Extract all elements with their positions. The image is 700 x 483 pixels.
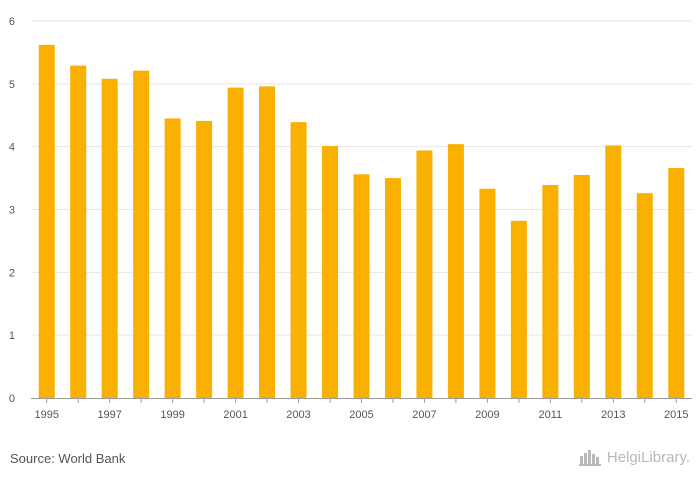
y-tick-label: 0 — [9, 393, 15, 405]
bar-2008 — [447, 144, 464, 398]
bar-2013 — [605, 145, 622, 398]
x-tick-label: 2011 — [539, 409, 563, 421]
x-tick-label: 2009 — [475, 409, 499, 421]
y-tick-label: 1 — [9, 330, 15, 342]
bar-1995 — [38, 44, 55, 398]
x-tick-label: 2003 — [286, 409, 310, 421]
y-axis-ticks: 0 1 2 3 4 5 6 — [9, 16, 15, 405]
source-note: Source: World Bank — [10, 451, 126, 466]
bar-2000 — [196, 120, 213, 398]
y-tick-label: 4 — [9, 142, 15, 154]
bar-2011 — [542, 184, 559, 398]
x-tick-label: 1997 — [97, 409, 121, 421]
x-tick-label: 2005 — [349, 409, 373, 421]
x-tick-label: 2013 — [601, 409, 625, 421]
bar-1999 — [164, 118, 181, 399]
bar-1997 — [101, 78, 118, 398]
x-tick-label: 1995 — [34, 409, 58, 421]
brand-logo[interactable]: HelgiLibrary. — [578, 448, 690, 466]
bar-2015 — [668, 168, 685, 398]
y-tick-label: 2 — [9, 267, 15, 279]
bar-2012 — [573, 174, 590, 398]
x-tick-label: 1999 — [160, 409, 184, 421]
x-tick-label: 2001 — [223, 409, 247, 421]
chart-bars — [38, 44, 685, 399]
bar-2003 — [290, 122, 307, 398]
bar-2005 — [353, 174, 370, 398]
bar-2010 — [510, 220, 527, 398]
bar-2004 — [322, 146, 339, 398]
bar-2007 — [416, 150, 433, 398]
bar-2006 — [384, 178, 401, 398]
x-tick-label: 2015 — [664, 409, 688, 421]
city-skyline-icon — [578, 448, 603, 466]
y-tick-label: 6 — [9, 16, 15, 28]
y-tick-label: 3 — [9, 205, 15, 217]
bar-chart: 0 1 2 3 4 5 6 1995 1997 1999 2001 2003 2005 2007 2009… — [9, 16, 692, 421]
bar-2009 — [479, 188, 496, 398]
bar-1996 — [70, 65, 87, 398]
brand-name: HelgiLibrary. — [606, 448, 690, 466]
bar-1998 — [133, 70, 150, 398]
x-tick-label: 2007 — [412, 409, 436, 421]
bar-2001 — [227, 87, 244, 398]
x-axis-ticks: 1995 1997 1999 2001 2003 2005 2007 2009 2011 2013… — [34, 398, 689, 421]
bar-2014 — [636, 193, 653, 398]
bar-2002 — [259, 86, 276, 398]
y-tick-label: 5 — [9, 79, 15, 91]
